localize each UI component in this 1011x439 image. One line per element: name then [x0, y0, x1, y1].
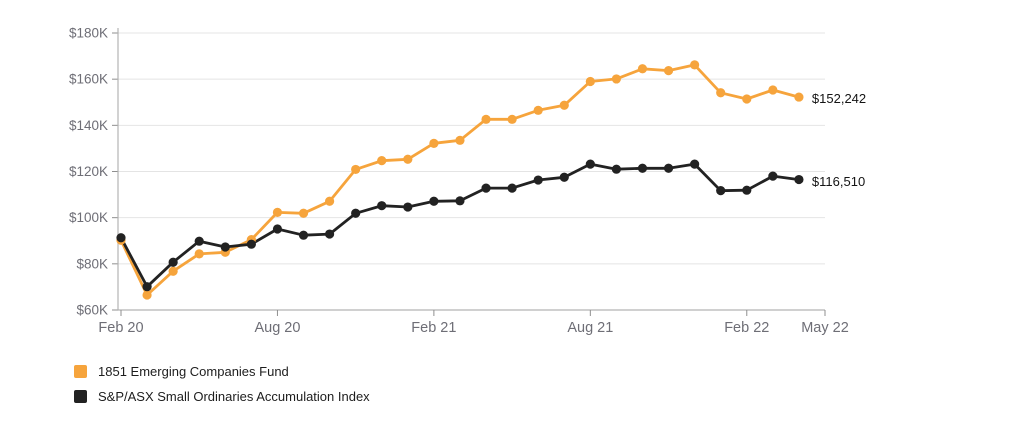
index-data-point[interactable]	[168, 257, 178, 267]
index-data-point[interactable]	[351, 208, 361, 218]
index-data-point[interactable]	[768, 171, 778, 181]
y-axis-tick-label: $180K	[69, 26, 108, 41]
fund-data-point[interactable]	[768, 85, 778, 95]
fund-data-point[interactable]	[194, 249, 204, 259]
x-axis-tick-label: May 22	[801, 320, 849, 336]
fund-data-point[interactable]	[533, 105, 543, 115]
x-axis-tick-label: Aug 20	[254, 320, 300, 336]
fund-data-point[interactable]	[481, 114, 491, 124]
index-data-point[interactable]	[272, 224, 283, 234]
y-axis-tick-label: $120K	[69, 164, 108, 179]
fund-series-swatch-icon	[74, 364, 87, 378]
index-series-line	[119, 162, 801, 289]
index-data-point[interactable]	[377, 201, 387, 211]
fund-data-point[interactable]	[559, 100, 569, 110]
x-axis-tick-label: Feb 21	[411, 320, 456, 336]
fund-data-point[interactable]	[637, 64, 648, 74]
index-data-point[interactable]	[246, 239, 256, 249]
fund-data-point[interactable]	[716, 88, 726, 98]
chart-legend: 1851 Emerging Companies Fund S&P/ASX Sma…	[74, 363, 370, 404]
fund-series-line	[119, 63, 801, 297]
index-data-point[interactable]	[429, 196, 439, 206]
x-axis-tick-label: Feb 20	[98, 320, 143, 336]
fund-data-point[interactable]	[168, 266, 178, 276]
index-data-point[interactable]	[742, 185, 752, 195]
index-data-point[interactable]	[324, 229, 335, 239]
index-data-point[interactable]	[533, 175, 543, 185]
fund-data-point[interactable]	[455, 135, 465, 145]
fund-data-point[interactable]	[690, 60, 700, 70]
fund-data-point[interactable]	[351, 164, 361, 175]
index-data-point[interactable]	[663, 163, 674, 173]
fund-data-point[interactable]	[429, 138, 439, 148]
index-data-point[interactable]	[220, 242, 230, 252]
index-data-point[interactable]	[794, 174, 804, 185]
index-data-point[interactable]	[455, 196, 465, 206]
legend-label-index: S&P/ASX Small Ordinaries Accumulation In…	[98, 388, 370, 404]
index-data-point[interactable]	[142, 282, 152, 292]
x-axis-tick-label: Feb 22	[724, 320, 769, 336]
fund-data-point[interactable]	[142, 290, 152, 300]
fund-data-point[interactable]	[377, 156, 387, 166]
x-axis-tick-label: Aug 21	[567, 320, 613, 336]
index-data-point[interactable]	[637, 163, 648, 173]
legend-item-fund[interactable]: 1851 Emerging Companies Fund	[74, 363, 370, 379]
fund-data-point[interactable]	[663, 66, 674, 76]
fund-data-point[interactable]	[298, 208, 309, 218]
y-axis-tick-label: $160K	[69, 72, 108, 87]
index-series-swatch-icon	[74, 389, 87, 403]
index-data-point[interactable]	[611, 164, 622, 174]
index-data-point[interactable]	[716, 186, 726, 196]
fund-end-value: $152,242	[811, 91, 867, 107]
fund-data-point[interactable]	[403, 154, 413, 164]
index-data-point[interactable]	[116, 233, 126, 243]
y-axis-tick-label: $80K	[76, 256, 108, 271]
index-data-point[interactable]	[481, 183, 491, 193]
index-data-point[interactable]	[585, 159, 595, 169]
index-data-point[interactable]	[403, 202, 413, 212]
fund-data-point[interactable]	[585, 76, 595, 87]
fund-data-point[interactable]	[272, 207, 283, 217]
index-end-value: $116,510	[811, 173, 866, 189]
fund-data-point[interactable]	[324, 196, 335, 206]
fund-data-point[interactable]	[794, 92, 804, 102]
legend-label-fund: 1851 Emerging Companies Fund	[98, 363, 289, 379]
legend-item-index[interactable]: S&P/ASX Small Ordinaries Accumulation In…	[74, 388, 370, 404]
y-axis-tick-label: $60K	[76, 303, 108, 318]
performance-chart: $180K $160K $140K $120K $100K $80K $60K Feb 20 A…	[69, 26, 849, 337]
index-data-point[interactable]	[690, 159, 700, 169]
index-data-point[interactable]	[194, 236, 204, 246]
y-axis-tick-label: $100K	[69, 210, 108, 225]
index-data-point[interactable]	[298, 230, 309, 240]
y-axis-tick-label: $140K	[69, 118, 108, 133]
fund-data-point[interactable]	[507, 114, 517, 124]
fund-data-point[interactable]	[742, 94, 752, 104]
index-data-point[interactable]	[507, 183, 517, 193]
fund-data-point[interactable]	[611, 74, 622, 84]
index-data-point[interactable]	[559, 172, 569, 182]
